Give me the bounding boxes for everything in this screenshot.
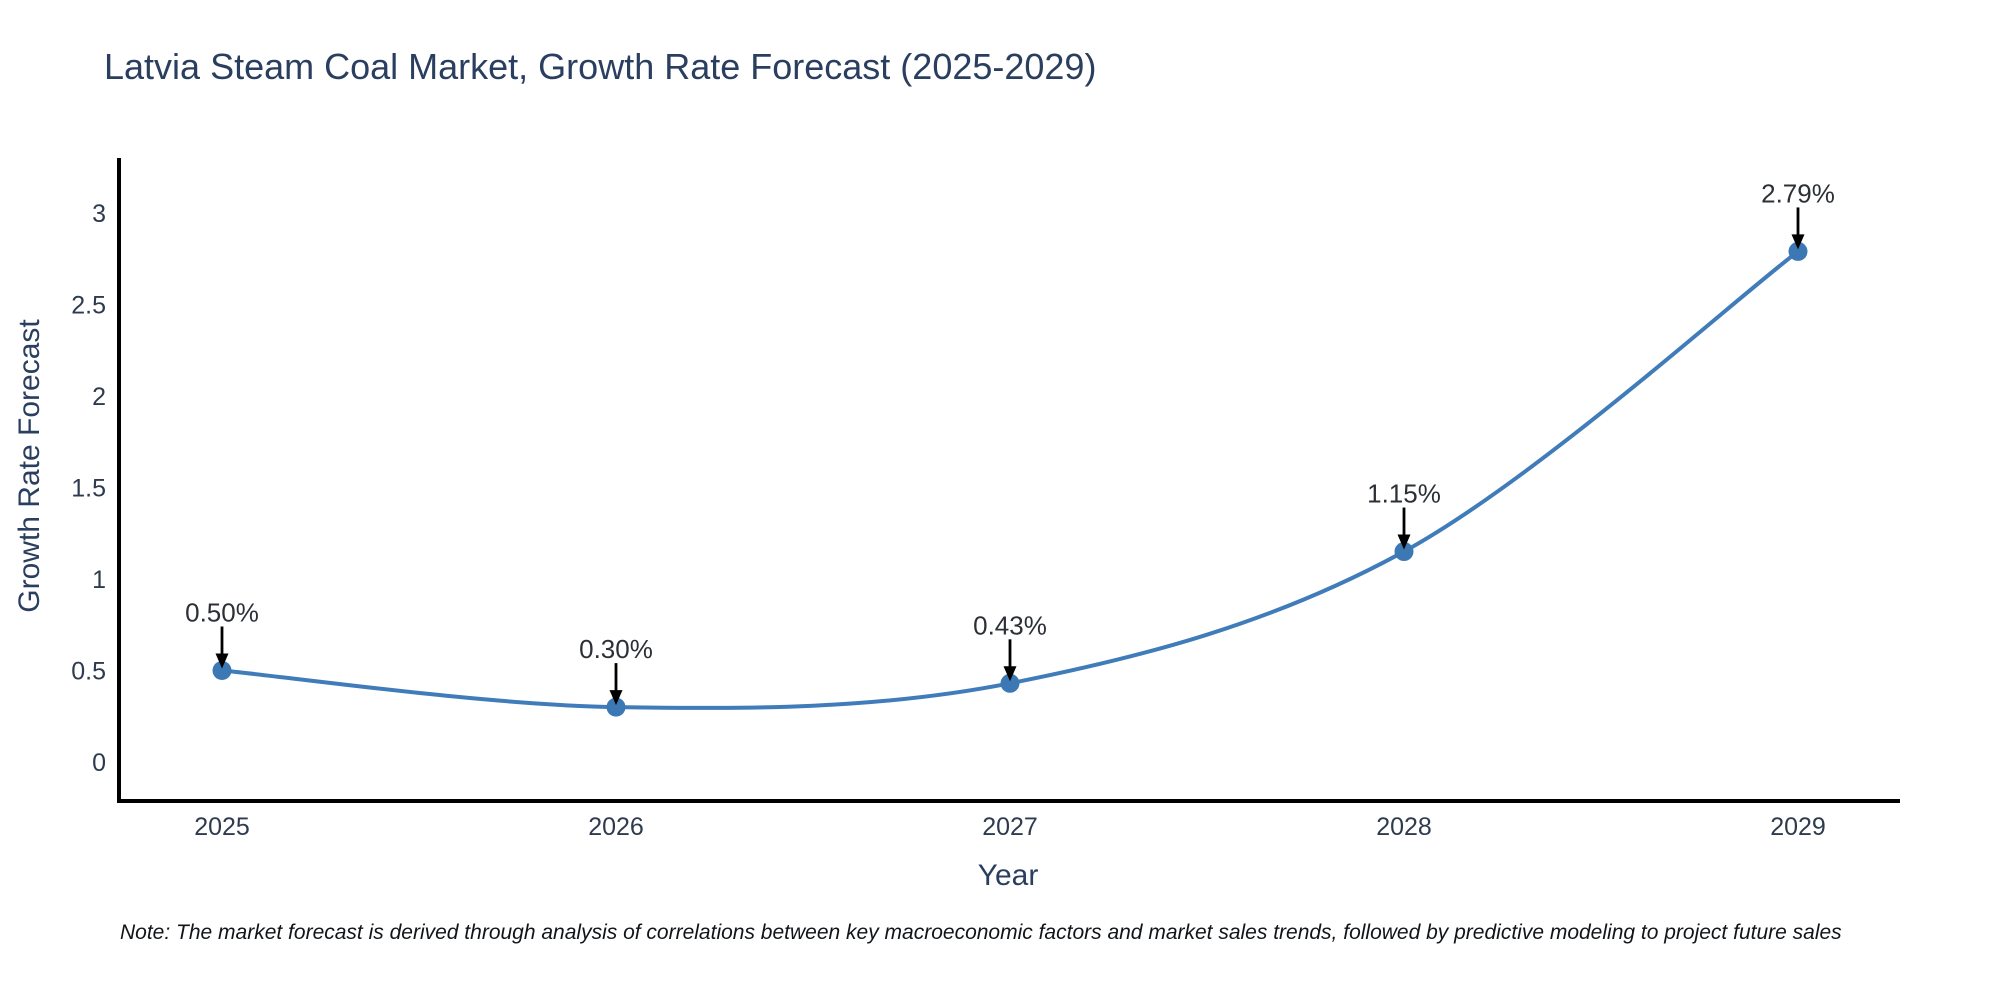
- annotation-2028: 1.15%: [1367, 479, 1441, 509]
- chart-title: Latvia Steam Coal Market, Growth Rate Fo…: [104, 46, 1097, 87]
- data-point-2029: [1788, 241, 1808, 261]
- y-tick-3: 3: [92, 200, 106, 228]
- y-tick-1: 1: [92, 566, 106, 594]
- x-tick-2028: 2028: [1376, 813, 1432, 841]
- x-tick-2027: 2027: [982, 813, 1038, 841]
- x-tick-2026: 2026: [588, 813, 644, 841]
- axis-lines: [117, 158, 1900, 803]
- y-tick-2.5: 2.5: [71, 292, 106, 320]
- x-tick-2029: 2029: [1770, 813, 1826, 841]
- footnote: Note: The market forecast is derived thr…: [120, 921, 1842, 944]
- x-axis-title: Year: [977, 859, 1039, 892]
- data-point-2027: [1000, 673, 1020, 693]
- growth-rate-line: [220, 249, 1800, 710]
- annotation-arrowhead-2027: [1003, 666, 1017, 682]
- y-tick-1.5: 1.5: [71, 475, 106, 503]
- annotation-2027: 0.43%: [973, 610, 1047, 640]
- y-tick-0: 0: [92, 749, 106, 777]
- annotation-2025: 0.50%: [185, 598, 259, 628]
- annotation-arrowhead-2028: [1397, 534, 1411, 550]
- x-tick-2025: 2025: [194, 813, 250, 841]
- annotation-2026: 0.30%: [579, 634, 653, 664]
- annotation-2029: 2.79%: [1761, 178, 1835, 208]
- annotation-arrowhead-2026: [609, 690, 623, 706]
- y-tick-0.5: 0.5: [71, 658, 106, 686]
- annotation-arrowhead-2025: [215, 653, 229, 669]
- data-point-2028: [1394, 542, 1414, 562]
- data-point-2025: [212, 661, 232, 680]
- annotation-arrowhead-2029: [1791, 234, 1805, 250]
- y-tick-2: 2: [92, 383, 106, 411]
- data-point-2026: [606, 697, 626, 717]
